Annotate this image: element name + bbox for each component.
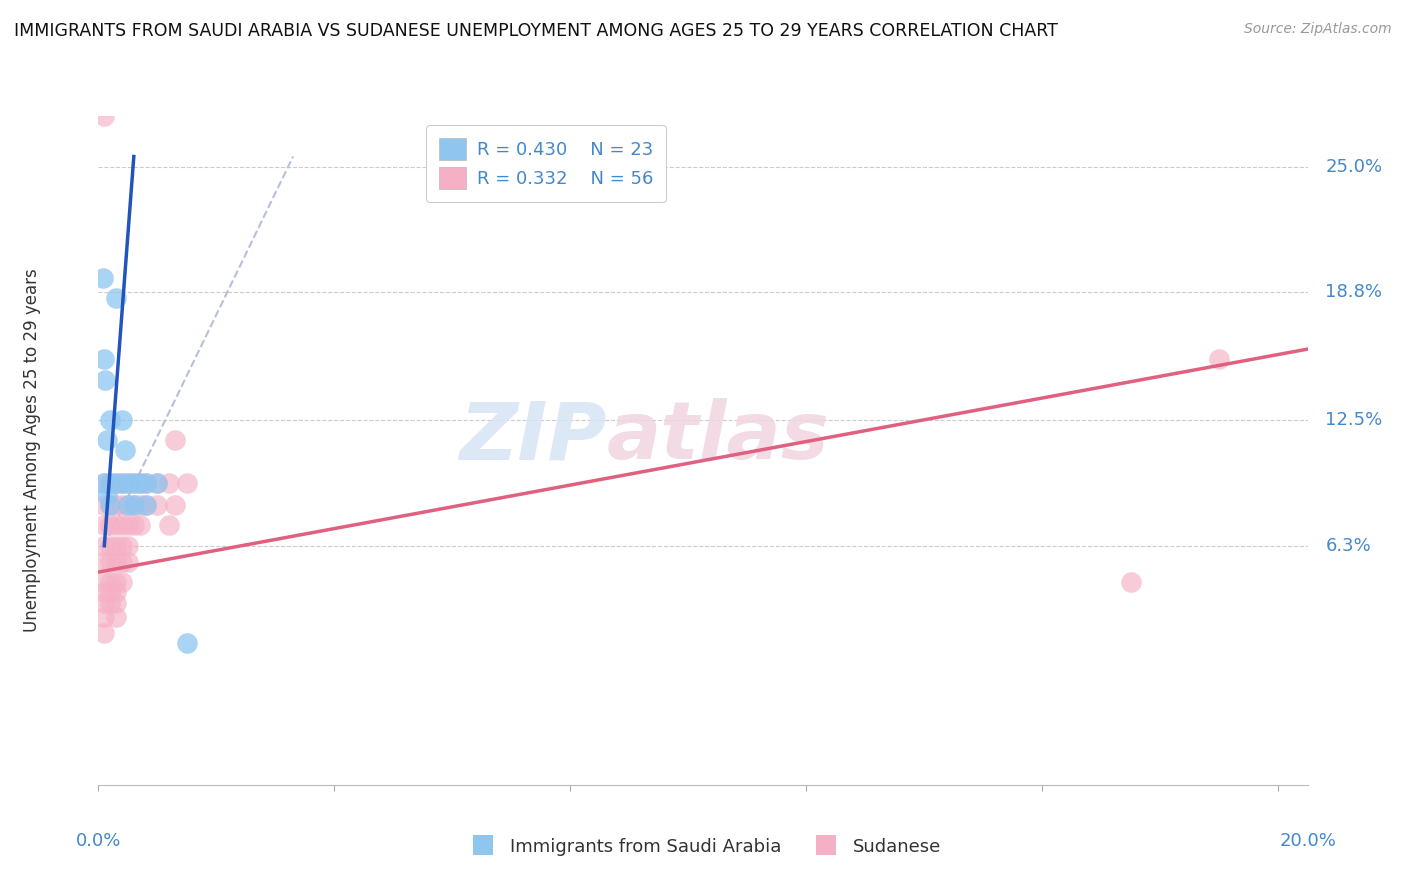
Point	[91, 271, 114, 285]
Point	[105, 609, 128, 624]
Point	[135, 475, 157, 490]
Point	[176, 636, 198, 650]
Point	[93, 475, 115, 490]
Point	[105, 475, 128, 490]
Point	[111, 475, 134, 490]
Point	[105, 595, 128, 609]
Point	[93, 575, 115, 590]
Point	[1208, 352, 1230, 367]
Text: ZIP: ZIP	[458, 398, 606, 476]
Point	[98, 595, 121, 609]
Point	[98, 498, 121, 512]
Point	[114, 443, 136, 458]
Point	[105, 475, 128, 490]
Point	[98, 539, 121, 553]
Text: 20.0%: 20.0%	[1279, 831, 1336, 850]
Point	[128, 475, 150, 490]
Point	[117, 539, 139, 553]
Point	[122, 475, 145, 490]
Point	[111, 475, 134, 490]
Point	[165, 498, 187, 512]
Point	[146, 475, 169, 490]
Point	[157, 475, 180, 490]
Point	[135, 475, 157, 490]
Point	[96, 488, 118, 502]
Point	[93, 595, 115, 609]
Legend: Immigrants from Saudi Arabia, Sudanese: Immigrants from Saudi Arabia, Sudanese	[457, 830, 949, 863]
Point	[111, 498, 134, 512]
Point	[105, 555, 128, 569]
Point	[105, 498, 128, 512]
Text: IMMIGRANTS FROM SAUDI ARABIA VS SUDANESE UNEMPLOYMENT AMONG AGES 25 TO 29 YEARS : IMMIGRANTS FROM SAUDI ARABIA VS SUDANESE…	[14, 22, 1057, 40]
Text: 18.8%: 18.8%	[1326, 284, 1382, 301]
Point	[117, 498, 139, 512]
Point	[117, 475, 139, 490]
Text: 25.0%: 25.0%	[1326, 158, 1382, 176]
Text: 6.3%: 6.3%	[1326, 537, 1371, 555]
Point	[146, 475, 169, 490]
Text: atlas: atlas	[606, 398, 830, 476]
Text: Unemployment Among Ages 25 to 29 years: Unemployment Among Ages 25 to 29 years	[22, 268, 41, 632]
Point	[128, 475, 150, 490]
Point	[98, 475, 121, 490]
Text: 12.5%: 12.5%	[1326, 411, 1382, 429]
Point	[122, 518, 145, 533]
Point	[122, 498, 145, 512]
Point	[111, 555, 134, 569]
Point	[98, 475, 121, 490]
Point	[105, 518, 128, 533]
Point	[117, 498, 139, 512]
Point	[128, 498, 150, 512]
Point	[98, 518, 121, 533]
Point	[111, 575, 134, 590]
Point	[1119, 575, 1142, 590]
Point	[93, 609, 115, 624]
Point	[93, 109, 115, 123]
Point	[111, 413, 134, 427]
Point	[146, 498, 169, 512]
Point	[98, 555, 121, 569]
Point	[165, 434, 187, 448]
Point	[93, 555, 115, 569]
Text: 0.0%: 0.0%	[76, 831, 121, 850]
Point	[128, 518, 150, 533]
Point	[122, 475, 145, 490]
Point	[94, 372, 117, 386]
Point	[117, 475, 139, 490]
Point	[105, 539, 128, 553]
Point	[111, 518, 134, 533]
Point	[117, 518, 139, 533]
Point	[93, 498, 115, 512]
Point	[117, 555, 139, 569]
Point	[96, 434, 118, 448]
Point	[105, 575, 128, 590]
Point	[122, 498, 145, 512]
Point	[105, 292, 128, 306]
Text: Source: ZipAtlas.com: Source: ZipAtlas.com	[1244, 22, 1392, 37]
Point	[105, 585, 128, 599]
Point	[135, 498, 157, 512]
Point	[93, 475, 115, 490]
Point	[93, 585, 115, 599]
Point	[98, 575, 121, 590]
Point	[98, 413, 121, 427]
Point	[93, 352, 115, 367]
Point	[176, 475, 198, 490]
Point	[98, 585, 121, 599]
Point	[93, 518, 115, 533]
Point	[93, 626, 115, 640]
Point	[93, 539, 115, 553]
Point	[135, 498, 157, 512]
Point	[111, 539, 134, 553]
Point	[98, 498, 121, 512]
Point	[157, 518, 180, 533]
